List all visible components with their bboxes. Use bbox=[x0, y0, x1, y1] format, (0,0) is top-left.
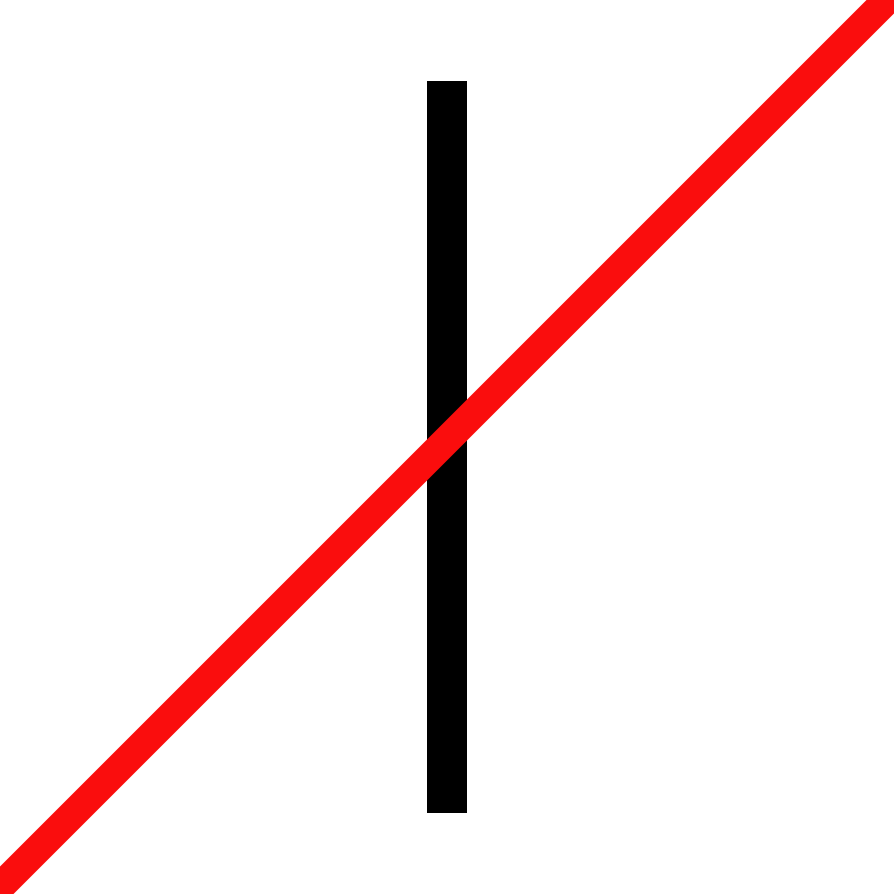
diagonal-line bbox=[0, 0, 894, 894]
diagram-canvas bbox=[0, 0, 894, 894]
